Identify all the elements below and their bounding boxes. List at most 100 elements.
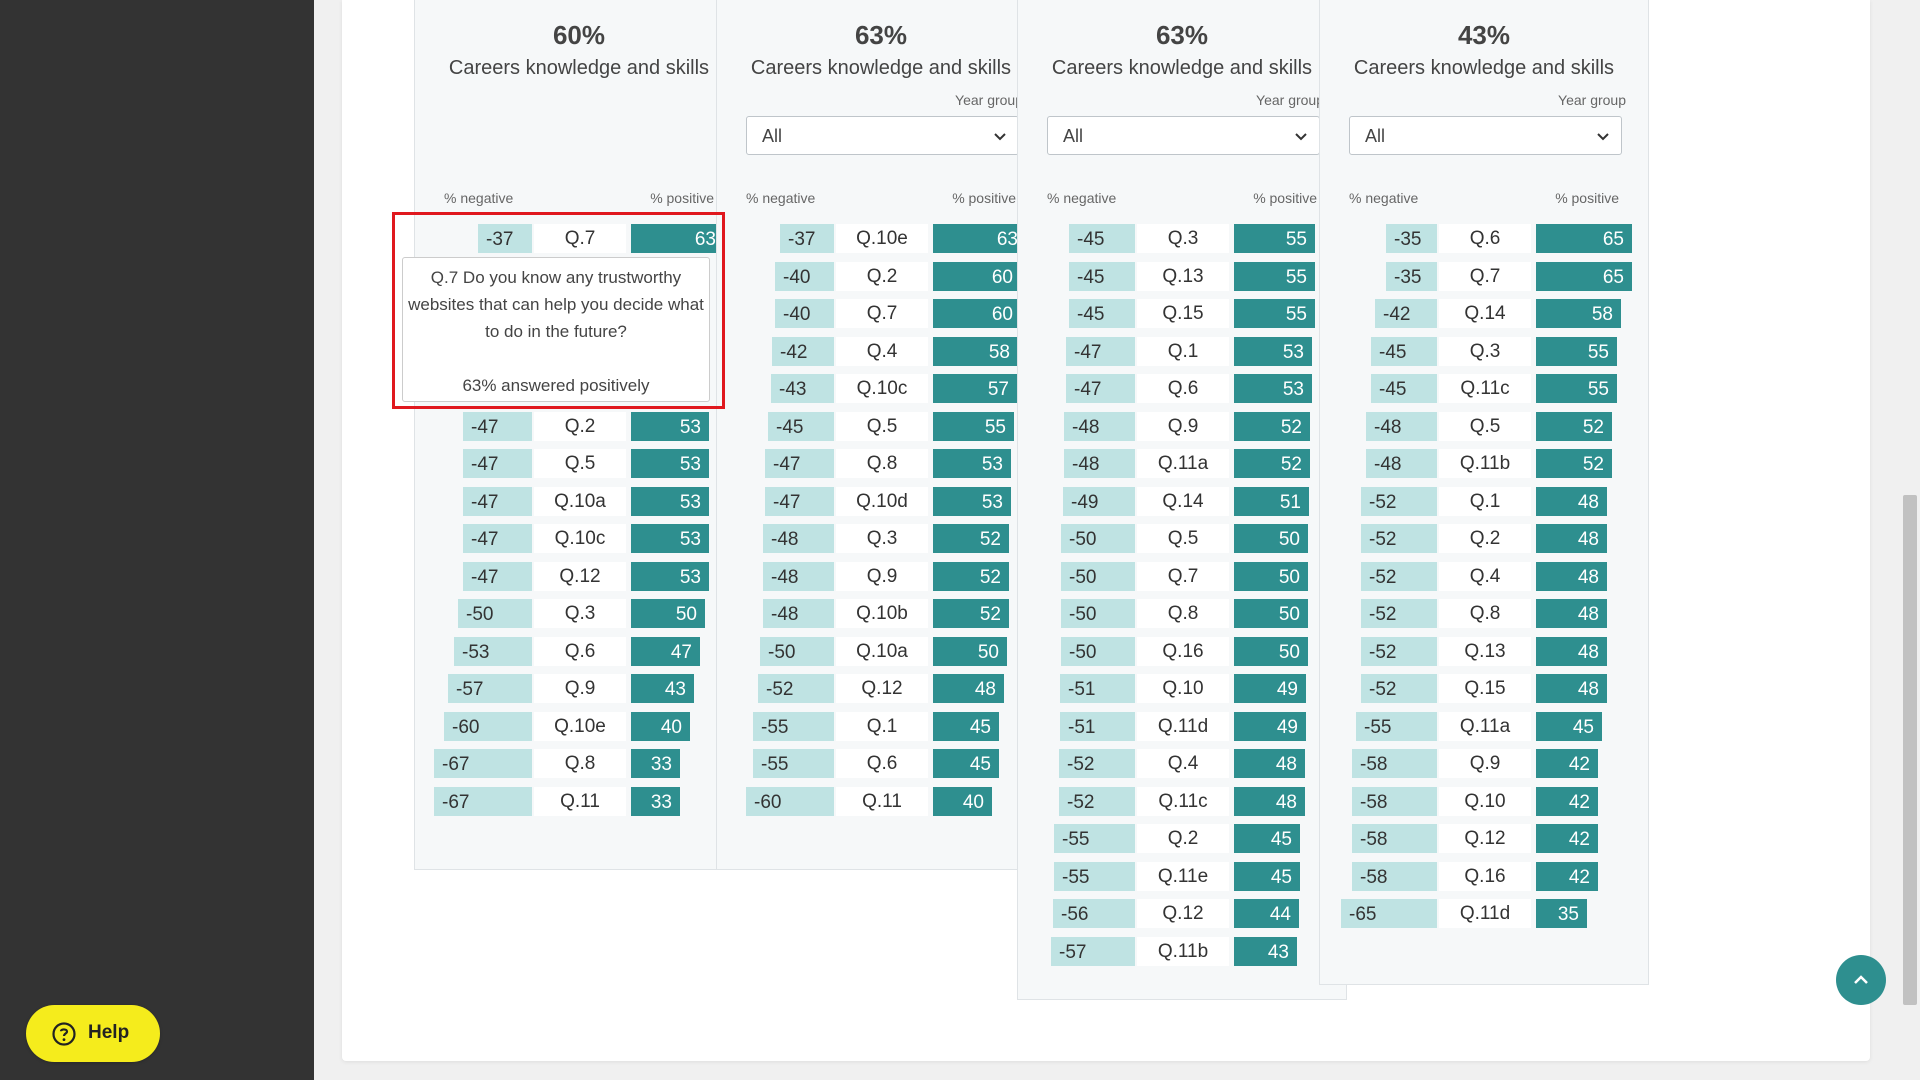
negative-bar[interactable]: -37 — [478, 224, 532, 253]
chart-row[interactable]: -47 Q.6 53 — [1018, 374, 1346, 403]
negative-bar[interactable]: -45 — [1069, 299, 1135, 328]
positive-bar[interactable]: 40 — [933, 786, 992, 816]
positive-bar[interactable]: 33 — [631, 786, 680, 816]
chart-row[interactable]: -60 Q.11 40 — [717, 786, 1045, 816]
chart-row[interactable]: -40 Q.2 60 — [717, 261, 1045, 291]
chart-row[interactable]: -52 Q.13 48 — [1320, 636, 1648, 666]
negative-bar[interactable]: -37 — [780, 224, 834, 253]
positive-bar[interactable]: 50 — [1234, 599, 1308, 628]
negative-bar[interactable]: -55 — [753, 749, 834, 778]
positive-bar[interactable]: 50 — [933, 636, 1007, 666]
negative-bar[interactable]: -47 — [463, 561, 532, 591]
chart-row[interactable]: -42 Q.14 58 — [1320, 299, 1648, 328]
negative-bar[interactable]: -55 — [1054, 824, 1135, 853]
negative-bar[interactable]: -45 — [1069, 261, 1135, 291]
positive-bar[interactable]: 53 — [631, 486, 709, 516]
negative-bar[interactable]: -45 — [1069, 224, 1135, 253]
negative-bar[interactable]: -35 — [1386, 224, 1437, 253]
chart-row[interactable]: -45 Q.15 55 — [1018, 299, 1346, 328]
negative-bar[interactable]: -50 — [1061, 561, 1135, 591]
chart-row[interactable]: -47 Q.10d 53 — [717, 486, 1045, 516]
negative-bar[interactable]: -48 — [763, 524, 834, 553]
positive-bar[interactable]: 55 — [1234, 261, 1315, 291]
chart-row[interactable]: -37 Q.10e 63 — [717, 224, 1045, 253]
positive-bar[interactable]: 47 — [631, 636, 700, 666]
chart-row[interactable]: -48 Q.9 52 — [717, 561, 1045, 591]
negative-bar[interactable]: -52 — [1361, 561, 1437, 591]
negative-bar[interactable]: -58 — [1352, 824, 1437, 853]
positive-bar[interactable]: 55 — [1536, 374, 1617, 403]
positive-bar[interactable]: 48 — [1536, 674, 1607, 703]
chart-row[interactable]: -47 Q.5 53 — [415, 449, 743, 478]
negative-bar[interactable]: -57 — [1051, 936, 1135, 966]
chart-row[interactable]: -47 Q.10c 53 — [415, 524, 743, 553]
chart-row[interactable]: -52 Q.15 48 — [1320, 674, 1648, 703]
negative-bar[interactable]: -52 — [1361, 636, 1437, 666]
positive-bar[interactable]: 42 — [1536, 861, 1598, 891]
negative-bar[interactable]: -60 — [746, 786, 834, 816]
positive-bar[interactable]: 49 — [1234, 674, 1306, 703]
negative-bar[interactable]: -55 — [753, 711, 834, 741]
chart-row[interactable]: -56 Q.12 44 — [1018, 899, 1346, 928]
positive-bar[interactable]: 55 — [1536, 336, 1617, 366]
chart-row[interactable]: -55 Q.6 45 — [717, 749, 1045, 778]
negative-bar[interactable]: -50 — [458, 599, 532, 628]
positive-bar[interactable]: 65 — [1536, 224, 1632, 253]
positive-bar[interactable]: 48 — [1234, 786, 1305, 816]
help-button[interactable]: Help — [26, 1005, 160, 1062]
scroll-to-top-button[interactable] — [1836, 955, 1886, 1005]
negative-bar[interactable]: -48 — [1366, 449, 1437, 478]
negative-bar[interactable]: -50 — [760, 636, 834, 666]
positive-bar[interactable]: 50 — [1234, 636, 1308, 666]
positive-bar[interactable]: 53 — [933, 449, 1011, 478]
negative-bar[interactable]: -48 — [1366, 411, 1437, 441]
positive-bar[interactable]: 35 — [1536, 899, 1587, 928]
positive-bar[interactable]: 53 — [631, 561, 709, 591]
negative-bar[interactable]: -52 — [1361, 486, 1437, 516]
scrollbar-thumb[interactable] — [1903, 495, 1917, 1005]
year-group-select[interactable]: All — [746, 116, 1019, 155]
negative-bar[interactable]: -67 — [434, 749, 532, 778]
positive-bar[interactable]: 45 — [1234, 861, 1300, 891]
negative-bar[interactable]: -65 — [1341, 899, 1437, 928]
chart-row[interactable]: -58 Q.16 42 — [1320, 861, 1648, 891]
chart-row[interactable]: -45 Q.3 55 — [1018, 224, 1346, 253]
chart-row[interactable]: -45 Q.13 55 — [1018, 261, 1346, 291]
negative-bar[interactable]: -55 — [1356, 711, 1437, 741]
chart-row[interactable]: -52 Q.8 48 — [1320, 599, 1648, 628]
positive-bar[interactable]: 45 — [1234, 824, 1300, 853]
chart-row[interactable]: -40 Q.7 60 — [717, 299, 1045, 328]
chart-row[interactable]: -51 Q.10 49 — [1018, 674, 1346, 703]
chart-row[interactable]: -57 Q.9 43 — [415, 674, 743, 703]
chart-row[interactable]: -50 Q.10a 50 — [717, 636, 1045, 666]
chart-row[interactable]: -52 Q.11c 48 — [1018, 786, 1346, 816]
positive-bar[interactable]: 42 — [1536, 786, 1598, 816]
positive-bar[interactable]: 50 — [631, 599, 705, 628]
positive-bar[interactable]: 60 — [933, 299, 1021, 328]
chart-row[interactable]: -51 Q.11d 49 — [1018, 711, 1346, 741]
negative-bar[interactable]: -56 — [1053, 899, 1135, 928]
positive-bar[interactable]: 50 — [1234, 524, 1308, 553]
negative-bar[interactable]: -50 — [1061, 599, 1135, 628]
positive-bar[interactable]: 55 — [1234, 224, 1315, 253]
negative-bar[interactable]: -47 — [463, 486, 532, 516]
negative-bar[interactable]: -51 — [1060, 674, 1135, 703]
negative-bar[interactable]: -67 — [434, 786, 532, 816]
chart-row[interactable]: -47 Q.10a 53 — [415, 486, 743, 516]
scrollbar[interactable] — [1900, 0, 1920, 1080]
positive-bar[interactable]: 52 — [1234, 411, 1310, 441]
negative-bar[interactable]: -52 — [1361, 524, 1437, 553]
positive-bar[interactable]: 48 — [933, 674, 1004, 703]
negative-bar[interactable]: -48 — [763, 561, 834, 591]
negative-bar[interactable]: -47 — [765, 449, 834, 478]
positive-bar[interactable]: 53 — [631, 524, 709, 553]
positive-bar[interactable]: 45 — [933, 711, 999, 741]
chart-row[interactable]: -50 Q.7 50 — [1018, 561, 1346, 591]
negative-bar[interactable]: -60 — [444, 711, 532, 741]
chart-row[interactable]: -35 Q.6 65 — [1320, 224, 1648, 253]
positive-bar[interactable]: 50 — [1234, 561, 1308, 591]
positive-bar[interactable]: 48 — [1536, 636, 1607, 666]
positive-bar[interactable]: 48 — [1536, 599, 1607, 628]
negative-bar[interactable]: -52 — [1059, 786, 1135, 816]
chart-row[interactable]: -47 Q.12 53 — [415, 561, 743, 591]
